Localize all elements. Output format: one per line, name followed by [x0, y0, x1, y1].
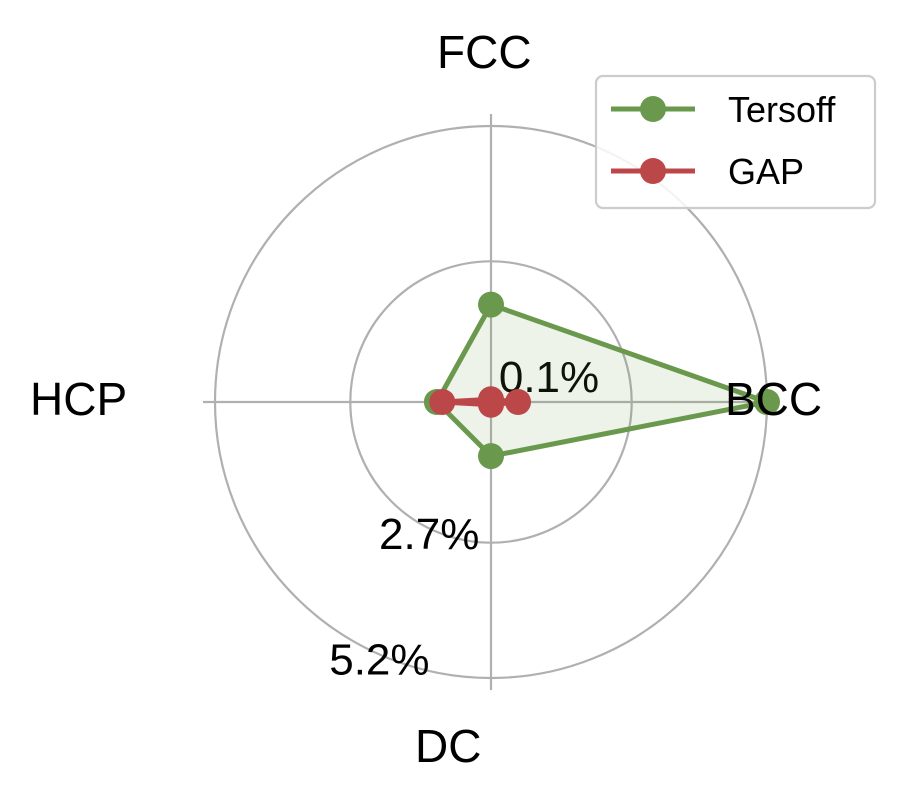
legend-entry-gap: GAP [611, 151, 804, 192]
legend-label: GAP [728, 151, 804, 192]
radial-tick-labels: 0.1%2.7%5.2% [329, 353, 599, 685]
series-gap [429, 386, 532, 418]
data-point [505, 389, 532, 415]
data-point [478, 443, 504, 470]
series-line [433, 301, 777, 459]
data-point [478, 391, 504, 418]
category-label-fcc: FCC [437, 26, 532, 78]
category-label-dc: DC [415, 720, 481, 772]
legend-label: Tersoff [728, 89, 836, 130]
data-point [429, 389, 456, 415]
data-point [754, 389, 780, 415]
legend-marker [640, 158, 666, 184]
legend: Tersoff GAP [594, 74, 877, 210]
legend-marker [640, 96, 666, 122]
category-labels: FCC BCC DC HCP [30, 26, 822, 772]
radial-tick-label: 5.2% [329, 636, 429, 685]
data-point [478, 291, 504, 318]
legend-entry-tersoff: Tersoff [611, 89, 836, 130]
series [423, 291, 780, 470]
radial-tick-label: 2.7% [379, 510, 479, 559]
category-label-hcp: HCP [30, 373, 127, 425]
category-label-bcc: BCC [725, 373, 822, 425]
